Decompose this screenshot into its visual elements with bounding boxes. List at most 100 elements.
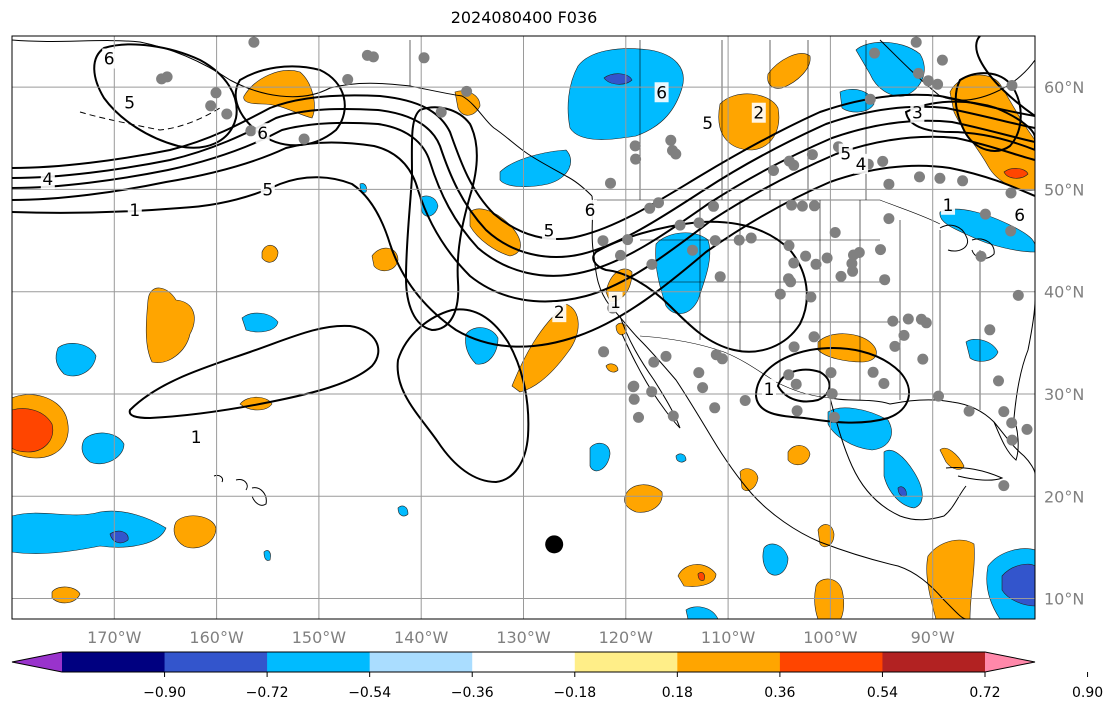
station-dot xyxy=(914,171,925,183)
station-dot xyxy=(221,108,233,120)
station-dot xyxy=(979,208,991,220)
positive-area xyxy=(949,74,1035,191)
station-dot xyxy=(298,133,310,145)
station-dot xyxy=(768,165,779,176)
positive-area xyxy=(12,408,54,453)
station-dot xyxy=(828,411,840,423)
positive-area xyxy=(605,363,619,373)
station-dot xyxy=(796,200,808,212)
colorbar-tick-label: −0.54 xyxy=(348,685,391,701)
political-borders xyxy=(409,40,981,410)
contour-label-background xyxy=(122,92,137,113)
contour-label-background xyxy=(189,426,204,447)
colorbar-tick-label: 0.90 xyxy=(1072,685,1103,701)
mexico-gulf-coast xyxy=(829,397,967,521)
colorbar-tick-label: −0.18 xyxy=(553,685,596,701)
positive-area xyxy=(677,564,717,587)
station-dot xyxy=(709,402,721,414)
contour-label-background xyxy=(941,194,956,215)
map-title: 2024080400 F036 xyxy=(450,8,598,27)
latitude-tick-label: 10°N xyxy=(1044,590,1084,609)
contour-line xyxy=(396,308,530,484)
latitude-tick-label: 50°N xyxy=(1044,180,1084,199)
station-dot xyxy=(1005,225,1017,237)
station-dot xyxy=(877,155,889,167)
station-dot xyxy=(922,75,934,87)
negative-area xyxy=(263,550,271,561)
colorbar-tick-label: −0.90 xyxy=(143,685,186,701)
station-dot xyxy=(605,177,616,189)
station-dot xyxy=(975,250,987,262)
station-dot xyxy=(867,366,879,378)
station-dot xyxy=(1006,434,1018,446)
positive-area xyxy=(469,208,521,257)
positive-area xyxy=(145,287,195,363)
station-dot xyxy=(709,235,721,247)
contour-line xyxy=(954,72,1022,152)
gridlines xyxy=(12,36,1035,619)
contour-line xyxy=(12,93,1035,240)
station-dot xyxy=(667,145,678,156)
positive-area xyxy=(697,572,705,581)
positive-area xyxy=(787,445,811,466)
positive-area xyxy=(1003,168,1029,179)
positive-area xyxy=(939,447,965,470)
station-dot xyxy=(808,200,820,212)
station-dot xyxy=(1021,423,1033,435)
station-dot xyxy=(665,134,677,146)
station-dot xyxy=(800,250,812,262)
colorbar-segment xyxy=(882,652,986,672)
colorbar: −0.90 −0.72 −0.54 −0.36 −0.18 0.18 0.36 0.54 0.7… xyxy=(11,651,1103,701)
station-dot xyxy=(627,381,639,393)
location-marker xyxy=(545,535,564,554)
negative-area xyxy=(12,510,167,554)
contour-line xyxy=(128,324,380,420)
map-frame xyxy=(11,35,1036,620)
contour-line xyxy=(904,100,1035,152)
station-dot xyxy=(210,87,222,99)
florida xyxy=(993,417,1019,461)
station-dot xyxy=(887,315,899,327)
contour-label-background xyxy=(762,378,777,399)
station-dot xyxy=(889,340,901,352)
latitude-tick-label: 30°N xyxy=(1044,385,1084,404)
negative-area xyxy=(81,432,125,464)
contour-label: 5 xyxy=(124,93,135,113)
station-dot xyxy=(835,270,847,282)
aleutian-islands xyxy=(79,107,221,131)
contour-label: 4 xyxy=(42,170,53,190)
positive-area xyxy=(767,53,811,89)
station-dot xyxy=(628,393,640,405)
contour-line xyxy=(754,347,910,424)
negative-area xyxy=(55,343,97,377)
contour-line xyxy=(404,106,478,332)
station-dot xyxy=(963,405,975,417)
station-dot xyxy=(825,367,837,379)
contour-line xyxy=(975,36,1035,117)
station-dot xyxy=(915,313,927,325)
station-dot xyxy=(808,331,820,343)
longitude-tick-label: 110°W xyxy=(701,628,756,647)
contour-label-background xyxy=(910,102,925,123)
positive-area xyxy=(926,539,975,619)
station-dot xyxy=(783,369,795,381)
latitude-tick-label: 60°N xyxy=(1044,78,1084,97)
station-dot xyxy=(629,140,641,152)
station-dot xyxy=(660,350,672,362)
station-dot xyxy=(786,199,798,211)
negative-area xyxy=(675,453,687,463)
station-dot xyxy=(674,219,686,231)
longitude-tick-label: 90°W xyxy=(911,628,955,647)
contour-line xyxy=(776,368,831,403)
station-dot xyxy=(879,274,891,286)
station-dot xyxy=(998,406,1010,418)
contour-label: 6 xyxy=(1014,206,1025,226)
colorbar-segment xyxy=(369,652,473,672)
colorbar-tick-label: −0.36 xyxy=(451,685,494,701)
contour-label-background xyxy=(552,302,567,323)
station-dot xyxy=(697,382,709,394)
station-dot xyxy=(993,375,1004,387)
